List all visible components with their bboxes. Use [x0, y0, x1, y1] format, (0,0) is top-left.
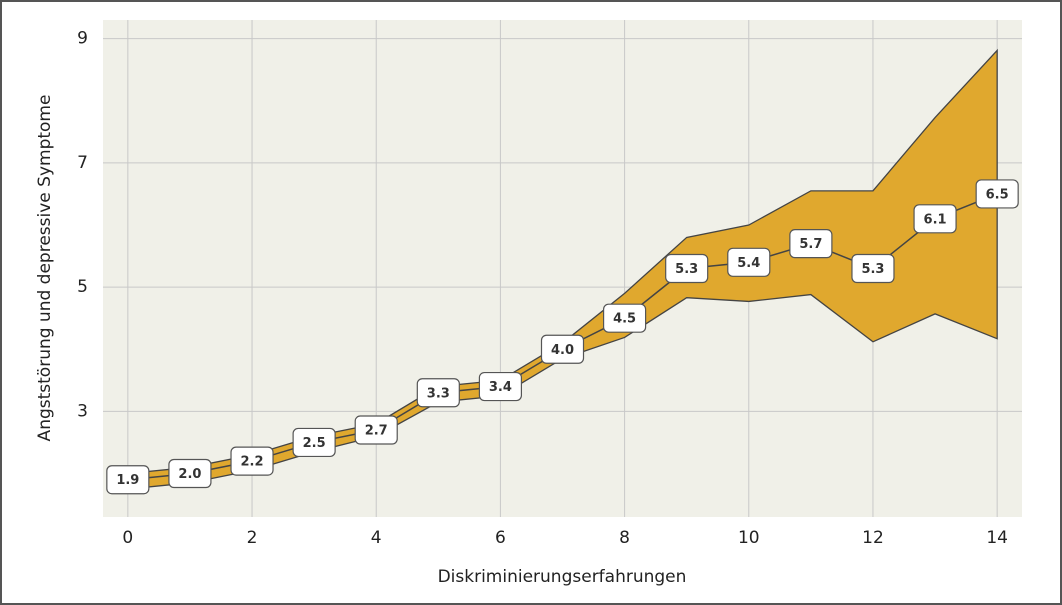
- data-label-box: [478, 371, 523, 402]
- data-label: 5.3: [675, 262, 698, 277]
- data-label: 4.5: [613, 312, 636, 327]
- x-tick-label: 6: [495, 528, 506, 548]
- y-tick-label: 7: [77, 153, 88, 173]
- data-label: 5.4: [737, 256, 760, 271]
- y-axis-title: Angststörung und depressive Symptome: [35, 95, 55, 442]
- x-axis-title: Diskriminierungserfahrungen: [438, 567, 687, 587]
- data-label: 2.7: [365, 424, 388, 439]
- data-label-box: [292, 427, 336, 458]
- data-label-box: [727, 247, 771, 277]
- x-tick-label: 8: [619, 528, 630, 548]
- x-tick-label: 4: [371, 528, 382, 548]
- data-label-box: [168, 458, 212, 489]
- data-label-box: [851, 253, 895, 284]
- data-label: 5.7: [799, 237, 822, 252]
- data-label-box: [416, 378, 460, 408]
- data-label-box: [106, 465, 150, 495]
- data-label-box: [602, 303, 647, 333]
- data-label-box: [913, 204, 957, 234]
- data-label-box: [665, 253, 709, 284]
- data-label: 5.3: [861, 262, 884, 277]
- x-tick-label: 12: [862, 528, 884, 548]
- data-label: 2.2: [241, 455, 264, 470]
- data-label: 3.4: [489, 380, 512, 395]
- x-tick-label: 10: [738, 528, 760, 548]
- data-label: 6.1: [924, 212, 947, 227]
- x-tick-label: 14: [986, 528, 1008, 548]
- data-label: 3.3: [427, 386, 450, 401]
- data-label-box: [230, 446, 274, 476]
- data-label: 6.5: [986, 187, 1009, 202]
- x-tick-label: 2: [247, 528, 258, 548]
- x-tick-label: 0: [122, 528, 133, 548]
- data-label-box: [540, 334, 585, 364]
- y-tick-label: 5: [77, 277, 88, 297]
- data-label: 2.5: [303, 436, 326, 451]
- y-tick-label: 3: [77, 401, 88, 421]
- data-label: 2.0: [178, 467, 201, 482]
- data-label-box: [789, 229, 833, 259]
- data-label-box: [975, 179, 1019, 209]
- y-tick-label: 9: [77, 29, 88, 49]
- data-label: 1.9: [116, 473, 139, 488]
- data-label-box: [354, 415, 398, 445]
- data-label: 4.0: [551, 343, 574, 358]
